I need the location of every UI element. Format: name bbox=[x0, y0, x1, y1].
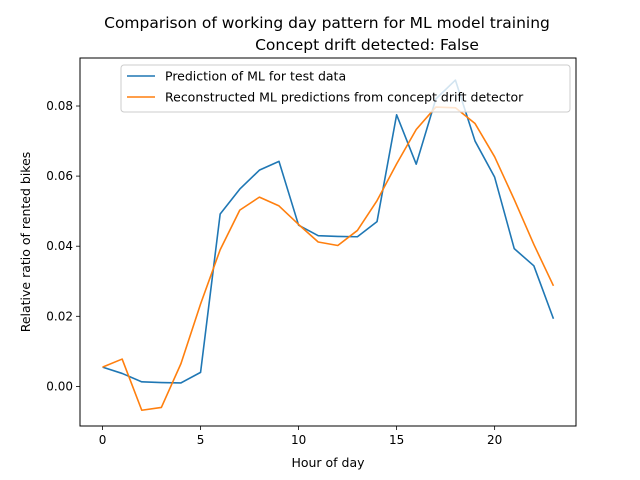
x-tick-label: 20 bbox=[487, 433, 502, 447]
legend-label-1: Prediction of ML for test data bbox=[165, 69, 346, 84]
chart-title-line-1: Comparison of working day pattern for ML… bbox=[104, 14, 550, 32]
series-layer bbox=[102, 79, 555, 412]
axes-frame bbox=[79, 57, 577, 427]
y-tick-label: 0.06 bbox=[46, 169, 73, 183]
y-axis-ticks: 0.00 0.02 0.04 0.06 0.08 bbox=[46, 99, 80, 393]
legend-label-2: Reconstructed ML predictions from concep… bbox=[165, 90, 524, 105]
x-axis-ticks: 0 5 10 15 20 bbox=[99, 426, 502, 447]
legend: Prediction of ML for test data Reconstru… bbox=[120, 64, 571, 113]
y-axis-label: Relative ratio of rented bikes bbox=[18, 152, 33, 333]
series-line-1 bbox=[102, 79, 555, 384]
x-axis-label: Hour of day bbox=[291, 455, 365, 470]
x-tick-label: 10 bbox=[291, 433, 306, 447]
x-tick-label: 0 bbox=[99, 433, 107, 447]
chart-title-line-2: Concept drift detected: False bbox=[255, 36, 479, 54]
plot-area bbox=[79, 57, 577, 427]
y-tick-label: 0.08 bbox=[46, 99, 73, 113]
y-tick-label: 0.02 bbox=[46, 309, 73, 323]
y-tick-label: 0.00 bbox=[46, 379, 73, 393]
y-tick-label: 0.04 bbox=[46, 239, 73, 253]
series-line-2 bbox=[102, 106, 555, 412]
legend-box bbox=[120, 64, 571, 113]
x-tick-label: 15 bbox=[389, 433, 404, 447]
x-tick-label: 5 bbox=[197, 433, 205, 447]
